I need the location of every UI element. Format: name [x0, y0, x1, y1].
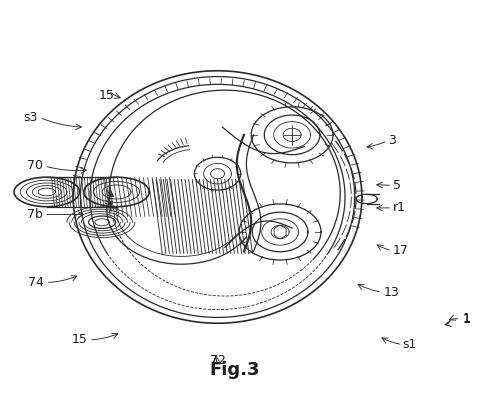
- Text: 3: 3: [388, 134, 396, 147]
- Text: r1: r1: [393, 201, 406, 214]
- Text: s1: s1: [403, 338, 417, 351]
- Text: 70: 70: [27, 160, 43, 173]
- Text: 5: 5: [393, 179, 401, 192]
- Text: 1: 1: [463, 313, 471, 326]
- Text: 72: 72: [210, 354, 225, 367]
- Text: 7b: 7b: [27, 208, 43, 221]
- Text: 15: 15: [72, 333, 88, 346]
- Text: 74: 74: [28, 276, 44, 289]
- Text: 13: 13: [384, 286, 399, 299]
- Text: s3: s3: [24, 111, 38, 124]
- Text: Fig.3: Fig.3: [209, 361, 260, 379]
- Text: 17: 17: [393, 244, 409, 257]
- Text: 1: 1: [463, 312, 471, 325]
- Text: 15: 15: [99, 89, 115, 102]
